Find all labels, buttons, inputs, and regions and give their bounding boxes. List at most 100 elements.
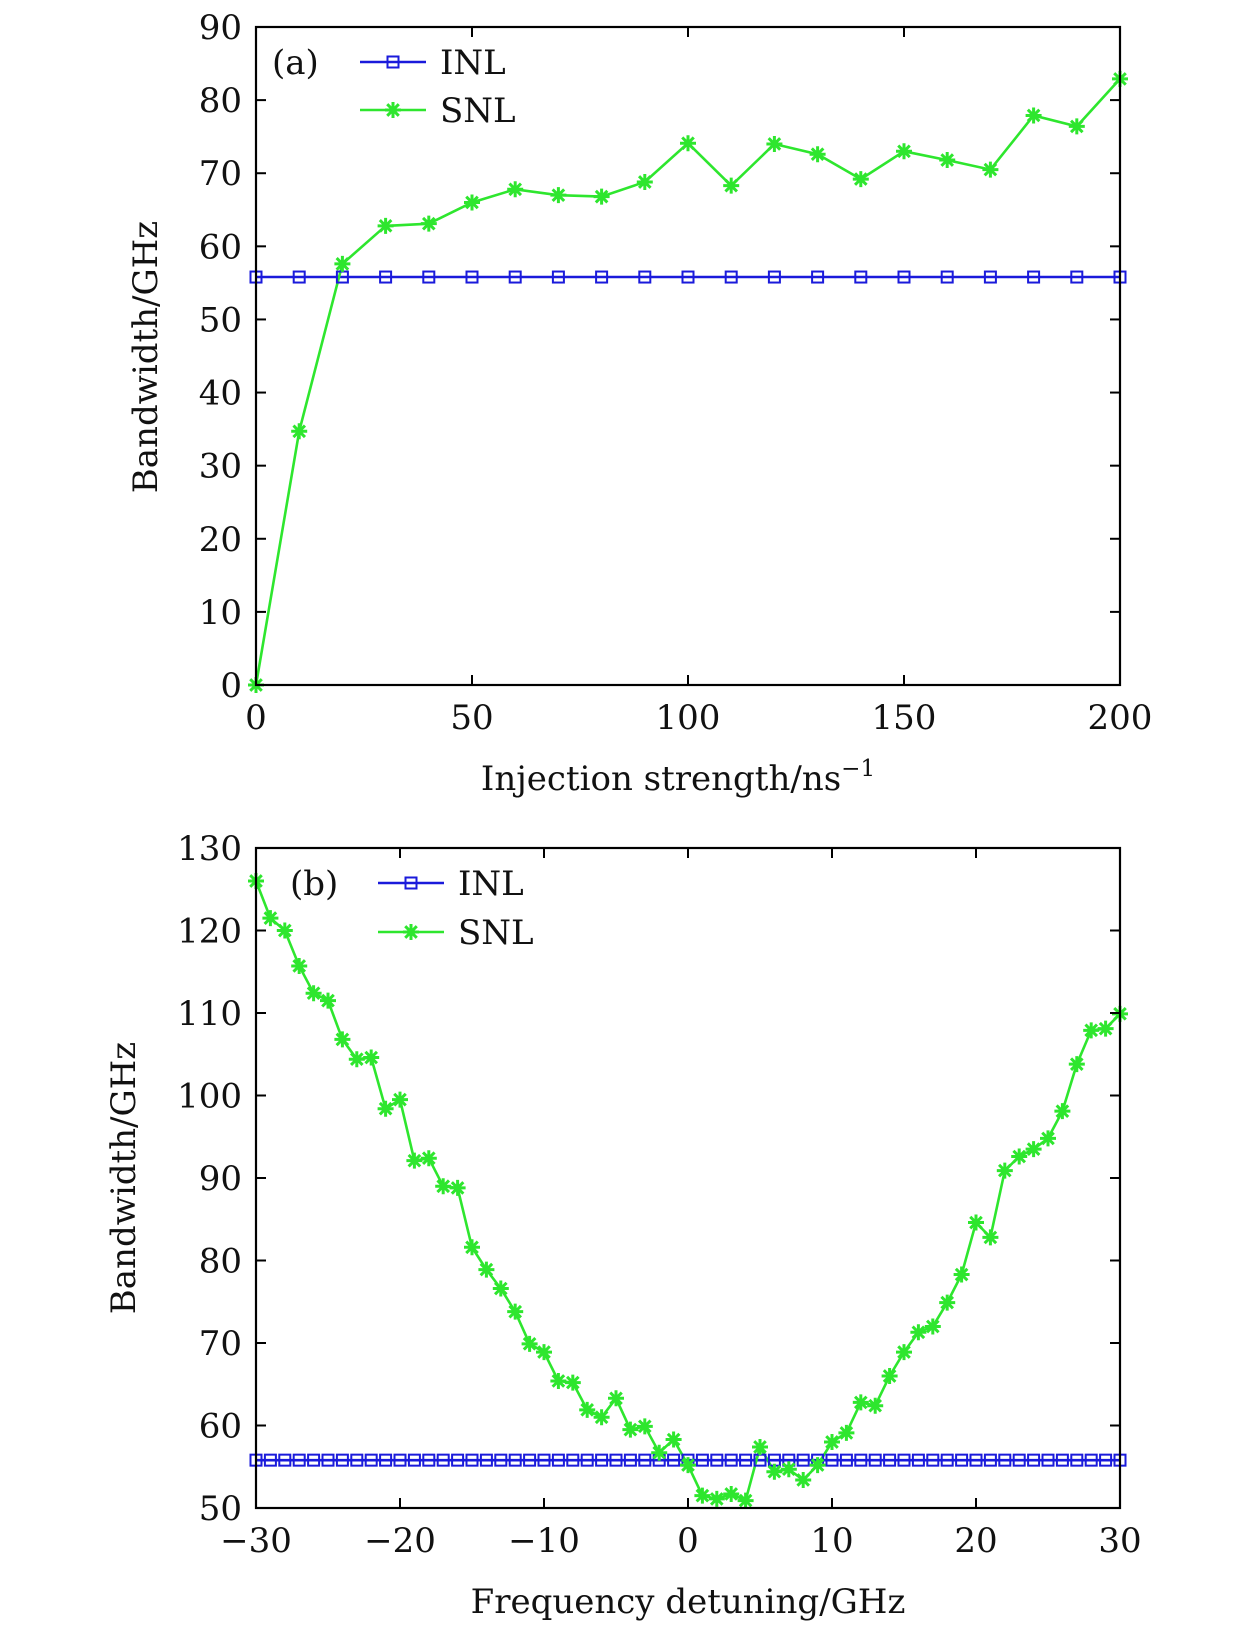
panel-b-inl-point	[839, 1453, 853, 1467]
panel-b-y-axis-label: Bandwidth/GHz	[104, 1042, 144, 1314]
panel-a-inl-point	[811, 270, 825, 284]
panel-a-snl-point	[982, 161, 999, 178]
panel-b-label: (b)	[290, 864, 338, 904]
panel-b-inl-point	[292, 1453, 306, 1467]
panel-a-inl-point	[940, 270, 954, 284]
panel-b-inl-point	[998, 1453, 1012, 1467]
panel-b-y-tick-label: 90	[199, 1159, 242, 1199]
panel-b-legend-label-inl: INL	[458, 864, 524, 904]
panel-a-snl-point	[1025, 107, 1042, 124]
panel-b-y-tick-label: 60	[199, 1407, 242, 1447]
panel-b-inl-point	[451, 1453, 465, 1467]
panel-b-inl-point	[335, 1453, 349, 1467]
panel-b-inl-point	[595, 1453, 609, 1467]
panel-b-x-tick-label: −20	[364, 1521, 436, 1561]
panel-b-snl-point	[291, 957, 308, 974]
panel-a-inl-point	[1070, 270, 1084, 284]
panel-a-inl-point	[854, 270, 868, 284]
panel-b-inl-point	[422, 1453, 436, 1467]
panel-a-snl-point	[464, 194, 480, 211]
panel-b-snl-point	[723, 1485, 740, 1502]
panel-b-snl-point	[881, 1368, 898, 1384]
panel-b-snl-point	[1040, 1130, 1056, 1147]
panel-b-inl-point	[609, 1453, 623, 1467]
panel-b-snl-point	[348, 1051, 365, 1068]
panel-b-snl-point	[939, 1294, 956, 1311]
panel-b-legend-label-snl: SNL	[458, 913, 534, 953]
panel-b-snl-point	[406, 1152, 423, 1169]
panel-a-y-tick-label: 40	[199, 374, 242, 414]
panel-b-inl-point	[263, 1453, 277, 1467]
panel-b-inl-point	[955, 1453, 969, 1467]
panel-a-y-tick-label: 30	[199, 447, 242, 487]
panel-b-snl-point	[766, 1463, 783, 1480]
panel-b-x-axis-label: Frequency detuning/GHz	[471, 1582, 906, 1622]
panel-b-inl-point	[350, 1453, 364, 1467]
panel-a-snl-point	[507, 181, 524, 198]
panel-b-inl-point	[1099, 1453, 1113, 1467]
panel-b-snl-point	[1083, 1022, 1100, 1039]
panel-b-inl-point	[724, 1453, 738, 1467]
panel-b-snl-point	[593, 1409, 610, 1426]
panel-b-snl-point	[924, 1318, 941, 1335]
panel-b-inl-point	[969, 1453, 983, 1467]
panel-b-inl-point	[321, 1453, 335, 1467]
panel-b-snl-point	[305, 985, 322, 1002]
panel-b-snl-point	[449, 1179, 466, 1196]
panel-b-snl-point	[867, 1397, 884, 1414]
panel-b-x-tick-label: 0	[677, 1521, 699, 1561]
panel-b-snl-point	[953, 1266, 970, 1283]
panel-a-inl-point	[292, 270, 306, 284]
panel-a-inl-point	[465, 270, 479, 284]
panel-b-snl-point	[276, 922, 293, 939]
panel-b-inl-point	[508, 1453, 522, 1467]
panel-b-inl-point	[623, 1453, 637, 1467]
panel-a-y-tick-label: 10	[199, 593, 242, 633]
panel-a-x-tick-label: 200	[1088, 698, 1153, 738]
panel-b-inl-point	[479, 1453, 493, 1467]
panel-b-inl-point	[566, 1453, 580, 1467]
panel-a-plot-frame	[254, 25, 1122, 687]
panel-b-inl-point	[494, 1453, 508, 1467]
panel-b-snl-point	[608, 1390, 624, 1407]
panel-b-y-tick-label: 70	[199, 1324, 242, 1364]
panel-a-x-axis-label-text: Injection strength/ns	[481, 759, 841, 799]
panel-a-legend-item-inl: INL	[360, 43, 506, 83]
panel-b-snl-point	[550, 1372, 567, 1389]
panel-b-y-tick-label: 110	[177, 994, 242, 1034]
panel-a-inl-point	[551, 270, 565, 284]
panel-a-snl-point	[1068, 118, 1085, 135]
panel-b-snl-point	[1068, 1056, 1085, 1073]
panel-b-series-snl-line	[254, 880, 1121, 1503]
panel-a-legend-marker-snl	[385, 102, 401, 118]
panel-b-snl-point	[1011, 1148, 1028, 1165]
panel-a-label: (a)	[272, 43, 319, 83]
panel-b-x-tick-label: 10	[810, 1521, 853, 1561]
panel-b-snl-point	[521, 1335, 538, 1352]
panel-b-snl-point	[636, 1418, 653, 1435]
panel-b-legend: INL SNL	[378, 864, 534, 953]
panel-a-inl-point	[724, 270, 738, 284]
panel-a-y-tick-label: 60	[199, 227, 242, 267]
panel-b-snl-point	[694, 1487, 711, 1504]
panel-a-inl-point	[1027, 270, 1041, 284]
panel-a-x-tick-label: 50	[450, 698, 493, 738]
panel-a-snl-point	[766, 135, 783, 152]
panel-a-plot-markers	[248, 70, 1128, 693]
panel-b-snl-point	[464, 1239, 480, 1256]
panel-a-snl-point	[723, 177, 740, 194]
panel-a-inl-point	[638, 270, 652, 284]
panel-b-snl-point	[478, 1261, 495, 1278]
panel-b-snl-point	[737, 1492, 754, 1509]
panel-a-inl-point	[595, 270, 609, 284]
panel-b-legend-item-inl: INL	[378, 864, 524, 904]
chart-panel-b: −30 −20 −10 0 10 20 30 50 60 70 80 90 100 110 120 130 (…	[104, 829, 1142, 1622]
panel-a-x-axis-label: Injection strength/ns−1	[481, 756, 875, 799]
panel-b-inl-point	[1084, 1453, 1098, 1467]
panel-a-snl-point	[939, 152, 956, 169]
panel-b-inl-point	[897, 1453, 911, 1467]
panel-b-plot-markers	[248, 873, 1128, 1509]
panel-b-x-tick-label: 30	[1098, 1521, 1141, 1561]
panel-b-inl-point	[580, 1453, 594, 1467]
panel-b-inl-point	[1041, 1453, 1055, 1467]
